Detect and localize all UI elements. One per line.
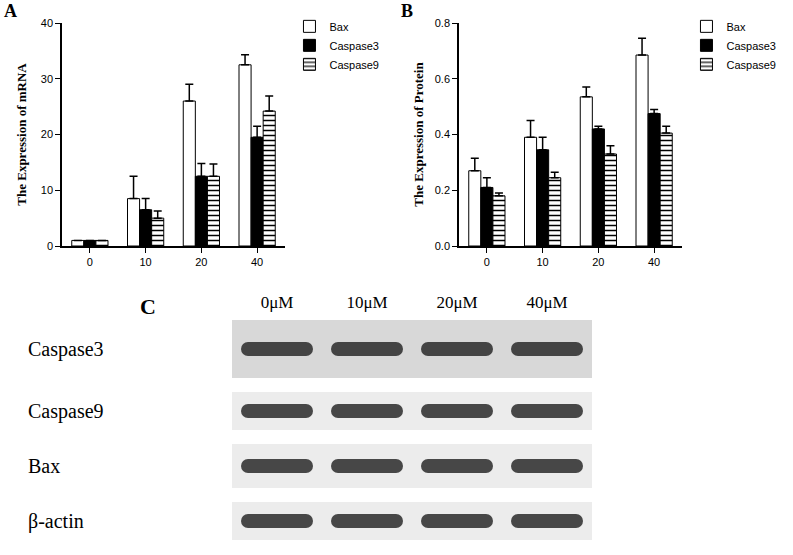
svg-text:0.2: 0.2 xyxy=(435,184,450,196)
svg-text:0.6: 0.6 xyxy=(435,73,450,85)
svg-text:0.4: 0.4 xyxy=(435,128,450,140)
svg-text:B: B xyxy=(401,1,413,21)
svg-text:40: 40 xyxy=(251,256,263,268)
svg-text:0μM: 0μM xyxy=(261,293,294,312)
svg-text:β-actin: β-actin xyxy=(28,510,84,533)
svg-text:The Expression of Protein: The Expression of Protein xyxy=(411,62,426,207)
svg-text:Caspase3: Caspase3 xyxy=(329,40,379,52)
svg-text:20: 20 xyxy=(195,256,207,268)
svg-text:Caspase3: Caspase3 xyxy=(726,40,776,52)
svg-text:0.0: 0.0 xyxy=(435,240,450,252)
svg-text:Caspase3: Caspase3 xyxy=(28,338,104,361)
svg-text:20: 20 xyxy=(41,128,53,140)
svg-text:0: 0 xyxy=(484,256,490,268)
svg-text:Caspase9: Caspase9 xyxy=(329,59,379,71)
svg-text:Bax: Bax xyxy=(726,21,745,33)
svg-text:20: 20 xyxy=(592,256,604,268)
svg-text:10: 10 xyxy=(537,256,549,268)
svg-text:10: 10 xyxy=(41,184,53,196)
svg-text:30: 30 xyxy=(41,73,53,85)
svg-text:40: 40 xyxy=(648,256,660,268)
svg-text:Caspase9: Caspase9 xyxy=(28,400,104,423)
svg-text:0.8: 0.8 xyxy=(435,17,450,29)
svg-text:Caspase9: Caspase9 xyxy=(726,59,776,71)
svg-text:A: A xyxy=(4,1,17,21)
svg-text:20μM: 20μM xyxy=(436,293,477,312)
svg-text:Bax: Bax xyxy=(329,21,348,33)
svg-text:0: 0 xyxy=(47,240,53,252)
svg-text:C: C xyxy=(140,294,156,319)
svg-text:The Expression of mRNA: The Expression of mRNA xyxy=(14,63,29,206)
svg-text:10μM: 10μM xyxy=(346,293,387,312)
svg-text:0: 0 xyxy=(87,256,93,268)
svg-text:40: 40 xyxy=(41,17,53,29)
svg-text:10: 10 xyxy=(140,256,152,268)
svg-text:Bax: Bax xyxy=(28,455,60,477)
svg-text:40μM: 40μM xyxy=(526,293,567,312)
